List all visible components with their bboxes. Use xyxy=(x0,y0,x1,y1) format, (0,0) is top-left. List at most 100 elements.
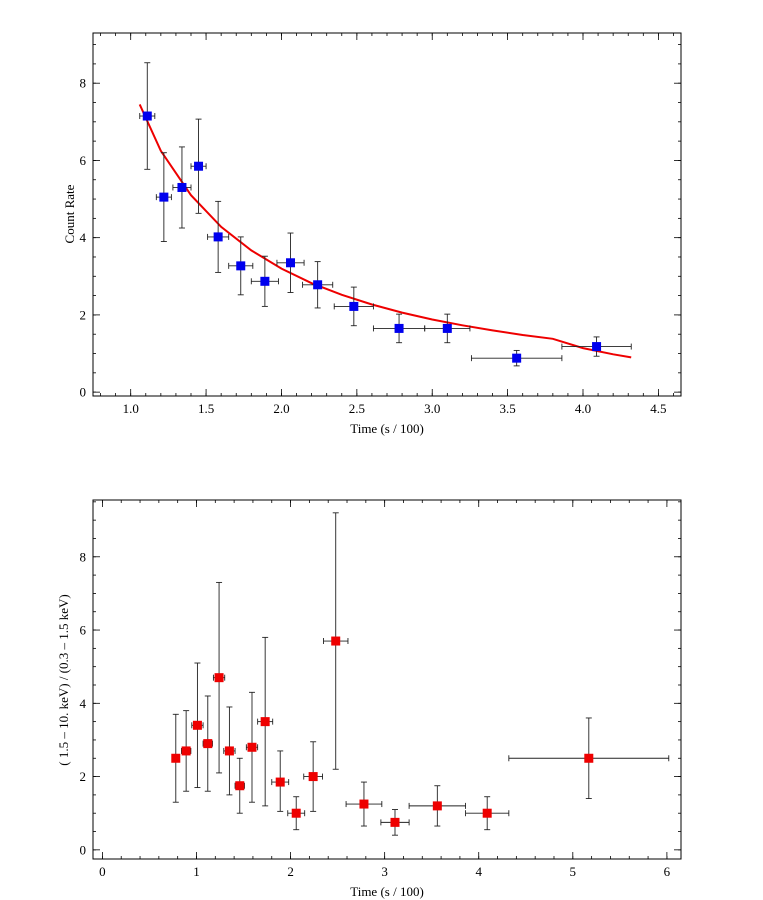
hardness-ratio-marker xyxy=(192,720,202,730)
count-rate-marker xyxy=(286,258,296,268)
hardness-ratio-data-point xyxy=(180,710,192,792)
count-rate-plot: 1.0 1.5 2.0 2.5 3.0 3.5 4.0 4.5 0 2 4 6 8 Time (s / … xyxy=(62,32,682,436)
hardness-ratio-y-tick-label: 4 xyxy=(80,696,87,711)
hardness-ratio-marker xyxy=(308,772,318,782)
count-rate-fit-curve xyxy=(138,103,632,359)
hardness-ratio-marker xyxy=(291,808,301,818)
count-rate-data-point xyxy=(190,118,207,214)
count-rate-data-point xyxy=(250,255,279,307)
hardness-ratio-y-tick-label: 8 xyxy=(80,549,87,564)
hardness-ratio-data-point xyxy=(257,636,274,807)
hardness-ratio-marker xyxy=(181,746,191,756)
hardness-ratio-marker xyxy=(584,753,594,763)
hardness-ratio-marker xyxy=(214,673,224,683)
count-rate-y-tick-label: 4 xyxy=(80,230,87,245)
hardness-ratio-marker xyxy=(247,742,257,752)
hardness-ratio-marker xyxy=(260,717,270,727)
hardness-ratio-x-tick-label: 0 xyxy=(99,864,106,879)
count-rate-data-point xyxy=(372,313,426,344)
count-rate-data-point xyxy=(228,236,254,296)
hardness-ratio-data-point xyxy=(271,750,290,812)
hardness-ratio-marker xyxy=(482,808,492,818)
count-rate-data-point xyxy=(302,261,334,309)
count-rate-marker xyxy=(213,232,223,242)
hardness-ratio-axes: 0 1 2 3 4 5 6 0 2 4 6 8 xyxy=(80,500,681,879)
hardness-ratio-data-point xyxy=(223,706,236,796)
hardness-ratio-marker xyxy=(224,746,234,756)
hardness-ratio-marker xyxy=(359,799,369,809)
hardness-ratio-data-point xyxy=(303,741,324,812)
hardness-ratio-x-tick-label: 3 xyxy=(381,864,388,879)
hardness-ratio-data-point xyxy=(191,662,204,789)
count-rate-marker xyxy=(159,192,169,202)
count-rate-x-tick-label: 2.5 xyxy=(349,401,365,416)
count-rate-marker xyxy=(349,301,359,311)
count-rate-y-tick-label: 8 xyxy=(80,76,87,91)
count-rate-data-point xyxy=(333,286,374,327)
hardness-ratio-y-tick-label: 0 xyxy=(80,842,87,857)
hardness-ratio-x-axis-label: Time (s / 100) xyxy=(350,884,424,899)
count-rate-marker xyxy=(142,111,152,121)
count-rate-data-point xyxy=(207,200,230,273)
hardness-ratio-data-point xyxy=(171,713,181,803)
count-rate-data-point xyxy=(172,146,192,229)
count-rate-data-point xyxy=(139,62,156,170)
count-rate-x-tick-label: 1.0 xyxy=(123,401,139,416)
count-rate-x-tick-label: 1.5 xyxy=(198,401,214,416)
hardness-ratio-marker xyxy=(390,817,400,827)
hardness-ratio-marker xyxy=(203,739,213,749)
hardness-ratio-data-point xyxy=(234,757,245,814)
count-rate-y-axis-label: Count Rate xyxy=(62,184,77,243)
count-rate-data-point xyxy=(424,313,471,344)
count-rate-marker xyxy=(236,261,246,271)
hardness-ratio-data-point xyxy=(465,796,510,831)
hardness-ratio-y-axis-label: ( 1.5 – 10. keV) / (0.3 – 1.5 keV) xyxy=(56,594,71,766)
count-rate-data-point xyxy=(276,232,305,293)
count-rate-marker xyxy=(442,323,452,333)
count-rate-x-tick-label: 2.0 xyxy=(273,401,289,416)
hardness-ratio-data-point xyxy=(508,717,670,800)
hardness-ratio-plot: 0 1 2 3 4 5 6 0 2 4 6 8 Time (s / 100) ( 1.5 – 10. … xyxy=(56,499,682,899)
hardness-ratio-data-point xyxy=(212,581,226,774)
count-rate-data-point xyxy=(155,152,172,242)
hardness-ratio-marker xyxy=(432,801,442,811)
count-rate-marker xyxy=(177,182,187,192)
count-rate-axes: 1.0 1.5 2.0 2.5 3.0 3.5 4.0 4.5 0 2 4 6 8 xyxy=(80,33,681,416)
hardness-ratio-data-point xyxy=(202,695,213,792)
hardness-ratio-x-tick-label: 6 xyxy=(664,864,671,879)
count-rate-marker xyxy=(194,161,204,171)
count-rate-marker xyxy=(260,276,270,286)
count-rate-x-tick-label: 3.5 xyxy=(499,401,515,416)
hardness-ratio-series xyxy=(171,512,670,836)
hardness-ratio-y-tick-label: 2 xyxy=(80,769,87,784)
count-rate-x-tick-label: 4.0 xyxy=(575,401,591,416)
count-rate-x-tick-label: 3.0 xyxy=(424,401,440,416)
count-rate-marker xyxy=(313,280,323,290)
hardness-ratio-data-point xyxy=(245,691,259,803)
hardness-ratio-data-point xyxy=(380,809,410,836)
hardness-ratio-marker xyxy=(235,781,245,791)
hardness-ratio-data-point xyxy=(323,512,349,770)
count-rate-y-tick-label: 2 xyxy=(80,307,87,322)
count-rate-marker xyxy=(512,353,522,363)
count-rate-marker xyxy=(394,323,404,333)
hardness-ratio-data-point xyxy=(408,785,467,827)
hardness-ratio-x-tick-label: 5 xyxy=(570,864,577,879)
hardness-ratio-data-point xyxy=(287,796,306,831)
count-rate-plot-frame xyxy=(92,32,682,397)
count-rate-series xyxy=(138,62,632,367)
hardness-ratio-y-tick-label: 6 xyxy=(80,623,87,638)
count-rate-data-point xyxy=(470,349,563,367)
count-rate-x-axis-label: Time (s / 100) xyxy=(350,421,424,436)
hardness-ratio-marker xyxy=(275,777,285,787)
count-rate-y-tick-label: 6 xyxy=(80,153,87,168)
hardness-ratio-x-tick-label: 4 xyxy=(475,864,482,879)
count-rate-y-tick-label: 0 xyxy=(80,385,87,400)
count-rate-marker xyxy=(592,342,602,352)
count-rate-data-point xyxy=(561,336,632,357)
hardness-ratio-x-tick-label: 2 xyxy=(287,864,294,879)
hardness-ratio-marker xyxy=(331,636,341,646)
count-rate-x-tick-label: 4.5 xyxy=(650,401,666,416)
hardness-ratio-plot-frame xyxy=(92,499,682,860)
